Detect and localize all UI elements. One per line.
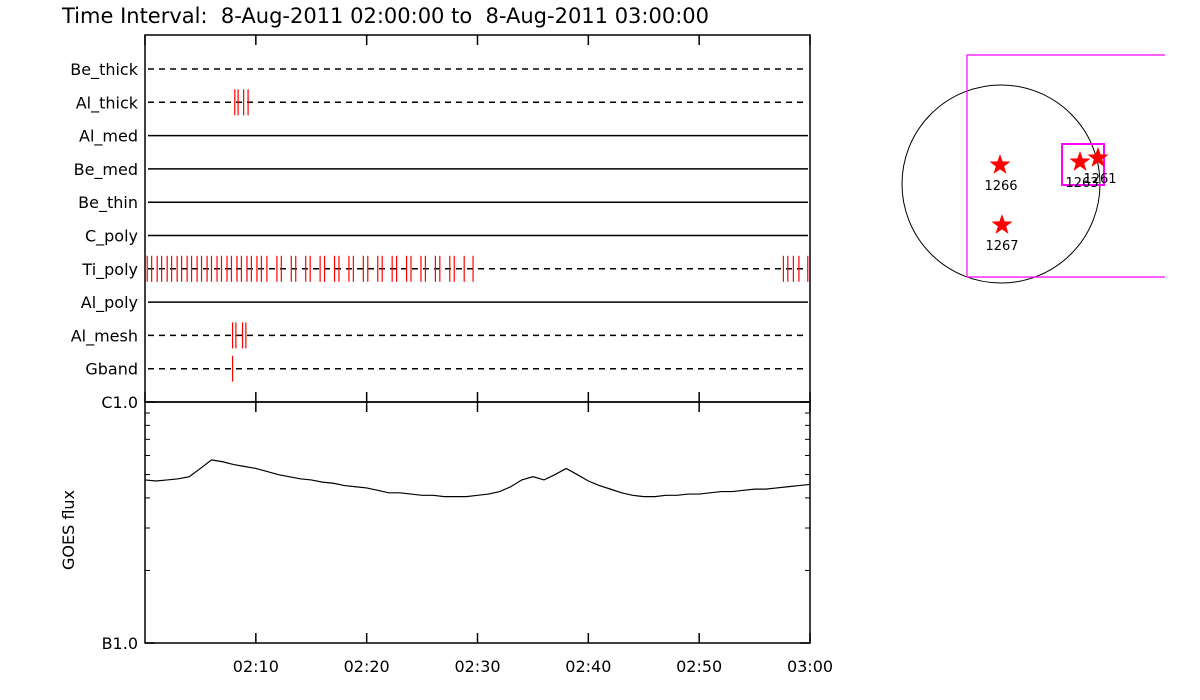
y-tick-label: C1.0 [101,393,138,412]
region-marker [1087,147,1109,167]
x-tick-label: 02:20 [344,657,390,676]
x-tick-label: 02:10 [233,657,279,676]
goes-line [144,459,811,498]
row-label: Ti_poly [81,260,138,280]
x-tick-label: 02:50 [676,657,722,676]
row-label: Be_thick [70,60,138,80]
chart-title: Time Interval: 8-Aug-2011 02:00:00 to 8-… [61,4,709,28]
x-tick-label: 02:30 [454,657,500,676]
x-tick-label: 03:00 [787,657,833,676]
x-tick-label: 02:40 [565,657,611,676]
region-label: 1267 [985,239,1018,254]
row-label: Al_mesh [71,326,138,346]
row-label: Gband [85,360,138,379]
region-label: 1261 [1083,172,1116,187]
y-axis-label: GOES flux [59,490,78,570]
region-marker [989,154,1011,174]
row-label: Al_poly [81,293,138,313]
pointing-box [1061,143,1105,186]
y-tick-label: B1.0 [102,634,138,653]
fov-box [966,54,1165,278]
region-label: 1263 [1065,176,1098,191]
region-marker [991,214,1013,234]
region-marker [1069,151,1091,171]
row-label: Al_thick [76,93,139,113]
region-label: 1266 [984,179,1017,194]
row-label: Be_med [74,160,138,180]
row-label: Al_med [79,127,138,147]
row-label: C_poly [85,227,138,247]
row-label: Be_thin [78,193,138,213]
